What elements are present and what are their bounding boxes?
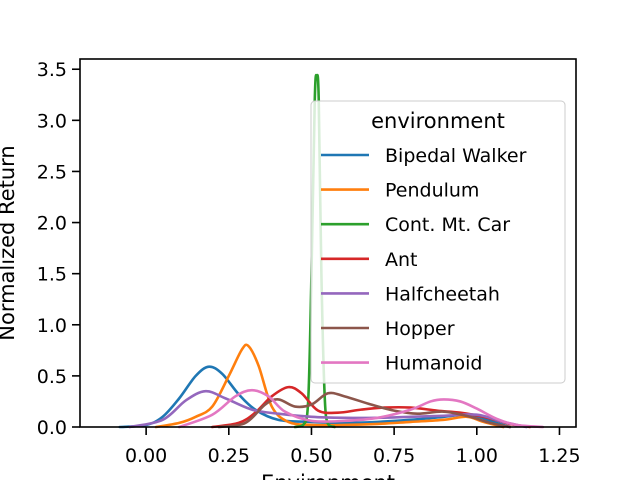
legend-items: Bipedal Walker Pendulum Cont. Mt. Car Ant Ha… bbox=[321, 145, 527, 375]
plot-lines bbox=[118, 73, 545, 429]
y-tick-label: 2.0 bbox=[37, 213, 67, 235]
plot-frame bbox=[79, 58, 577, 428]
y-tick-label: 1.5 bbox=[37, 264, 67, 286]
y-tick-label: 0.5 bbox=[37, 366, 67, 388]
x-tick-label: 1.25 bbox=[538, 445, 580, 467]
y-tick-label: 1.0 bbox=[37, 315, 67, 337]
x-axis-label: Environment bbox=[261, 471, 395, 480]
x-tick-label: 0.25 bbox=[208, 445, 250, 467]
x-tick-label: 0.00 bbox=[125, 445, 167, 467]
series-line-6 bbox=[177, 388, 545, 429]
series-line-4 bbox=[128, 389, 528, 429]
y-axis-label: Normalized Return bbox=[0, 145, 19, 340]
series-line-5 bbox=[217, 391, 512, 429]
y-tick-label: 3.5 bbox=[37, 59, 67, 81]
x-axis: 0.00 0.25 0.50 0.75 1.00 1.25 bbox=[125, 427, 581, 467]
legend-label: Bipedal Walker bbox=[385, 145, 527, 167]
legend-label: Ant bbox=[385, 249, 418, 271]
y-axis: 0.0 0.5 1.0 1.5 2.0 2.5 3.0 3.5 bbox=[37, 59, 80, 439]
y-tick-label: 2.5 bbox=[37, 161, 67, 183]
legend-box bbox=[310, 100, 566, 384]
legend-label: Halfcheetah bbox=[385, 283, 500, 305]
x-tick-label: 1.00 bbox=[456, 445, 498, 467]
series-line-1 bbox=[154, 343, 505, 429]
x-tick-label: 0.50 bbox=[290, 445, 332, 467]
legend-label: Cont. Mt. Car bbox=[385, 214, 510, 236]
y-tick-label: 0.0 bbox=[37, 417, 67, 439]
legend-label: Humanoid bbox=[385, 353, 483, 375]
legend-label: Pendulum bbox=[385, 180, 479, 202]
legend-title: environment bbox=[371, 109, 505, 133]
x-tick-label: 0.75 bbox=[373, 445, 415, 467]
y-tick-label: 3.0 bbox=[37, 110, 67, 132]
legend-label: Hopper bbox=[385, 318, 455, 340]
legend: environment Bipedal Walker Pendulum Cont. … bbox=[310, 100, 566, 384]
